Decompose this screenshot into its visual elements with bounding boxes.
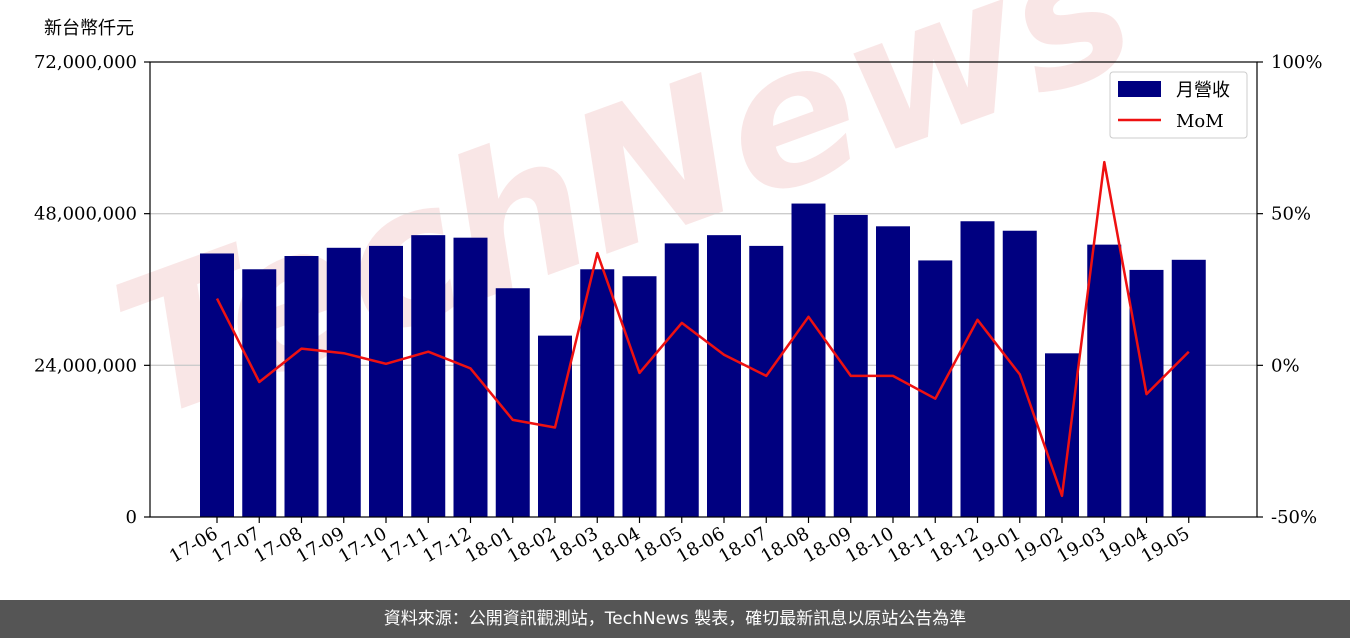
bar-19-03	[1087, 244, 1122, 517]
right-tick-label: 50%	[1271, 204, 1311, 225]
bar-18-01	[495, 288, 530, 517]
bar-17-09	[326, 247, 361, 517]
bar-18-09	[833, 214, 868, 518]
bar-18-12	[960, 221, 995, 517]
left-tick-label: 72,000,000	[34, 52, 137, 73]
x-tick-label-19-05: 19-05	[1138, 523, 1193, 567]
plot-frame	[149, 61, 1258, 518]
bar-19-05	[1171, 259, 1206, 517]
bar-18-03	[580, 269, 615, 517]
bar-17-07	[242, 269, 277, 517]
left-tick-label: 24,000,000	[34, 355, 137, 376]
bar-18-10	[876, 226, 910, 518]
legend-bar-swatch	[1118, 81, 1161, 97]
bar-18-07	[749, 245, 784, 518]
right-tick-label: 100%	[1271, 52, 1322, 73]
bar-17-12	[453, 237, 488, 518]
source-footer: 資料來源：公開資訊觀測站，TechNews 製表，確切最新訊息以原站公告為準	[0, 600, 1350, 638]
right-tick-label: -50%	[1271, 507, 1317, 528]
bar-18-06	[707, 235, 741, 517]
bar-18-04	[622, 276, 657, 517]
bar-17-11	[411, 235, 446, 517]
legend-label-mom: MoM	[1176, 111, 1224, 132]
mom-line	[215, 160, 1190, 498]
legend-label-revenue: 月營收	[1176, 80, 1230, 101]
bar-18-11	[918, 260, 953, 517]
bar-18-05	[664, 243, 699, 518]
chart-container: TechNews 0 24,000,000 48,000,000 72,000,000-…	[34, 0, 1323, 567]
bar-17-08	[284, 256, 319, 517]
right-tick-label: 0%	[1271, 355, 1300, 376]
revenue-chart: TechNews024,000,00048,000,00072,000,000-…	[34, 0, 1323, 567]
left-tick-label: 48,000,000	[34, 204, 137, 225]
unit-label: 新台幣仟元	[44, 18, 134, 39]
bar-18-08	[791, 203, 826, 518]
bar-17-10	[369, 245, 403, 518]
bar-17-06	[200, 253, 234, 517]
left-tick-label: 0	[126, 507, 137, 528]
